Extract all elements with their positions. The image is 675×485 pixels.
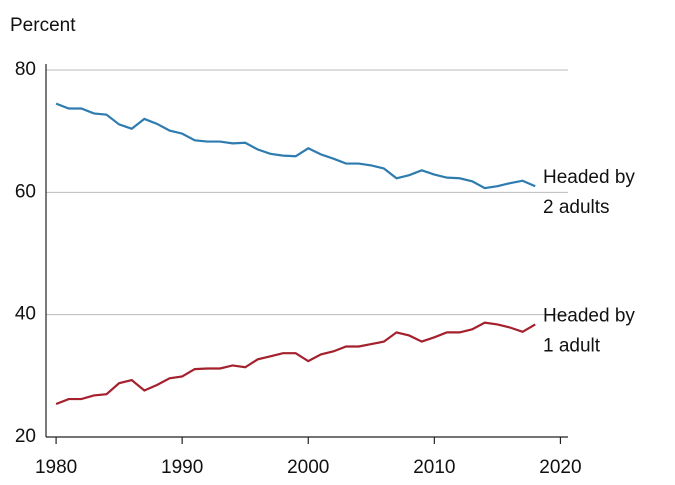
y-tick-label: 80 (15, 59, 36, 80)
x-tick-label: 2020 (539, 457, 581, 478)
y-tick-label: 60 (15, 181, 36, 202)
x-tick-label: 2010 (413, 457, 455, 478)
series-label: 2 adults (543, 197, 610, 218)
y-axis-label: Percent (10, 15, 76, 36)
series-label: Headed by (543, 305, 635, 326)
x-tick-label: 1980 (35, 457, 77, 478)
x-tick-label: 1990 (161, 457, 203, 478)
series-label: Headed by (543, 167, 635, 188)
x-tick-label: 2000 (287, 457, 329, 478)
y-tick-label: 20 (15, 426, 36, 447)
line (55, 321, 536, 405)
y-tick-label: 40 (15, 304, 36, 325)
line (55, 102, 536, 190)
series-label: 1 adult (543, 335, 601, 356)
